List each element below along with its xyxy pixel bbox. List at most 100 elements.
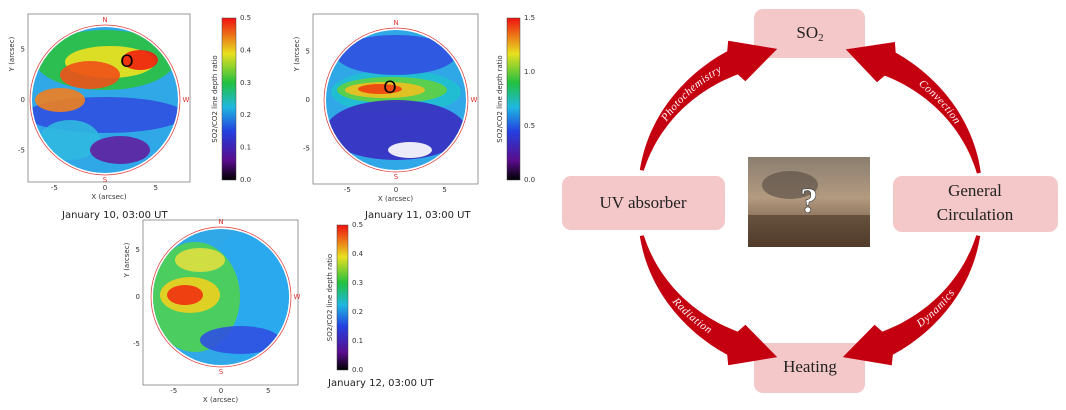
colorbar (506, 17, 521, 181)
colorbar-tick-label: 0.0 (352, 366, 363, 374)
colorbar-tick-label: 0.3 (240, 79, 251, 87)
caption: January 11, 03:00 UT (364, 210, 471, 221)
node-label: Circulation (937, 205, 1014, 224)
disk-outline (29, 24, 181, 176)
caption: January 12, 03:00 UT (327, 378, 434, 389)
arrow-label: Photochemistry (658, 63, 724, 124)
y-tick-label: -5 (133, 340, 140, 348)
disk-outline (150, 226, 292, 368)
node-label: General (948, 181, 1002, 200)
map-blob (336, 35, 456, 75)
arrow-label: Convection (917, 77, 963, 126)
node-label: SO (796, 23, 818, 42)
node (754, 9, 865, 58)
compass-label: N (102, 16, 107, 24)
arrow (639, 40, 778, 171)
colorbar-tick-label: 0.0 (240, 176, 251, 184)
map-frame (312, 13, 479, 185)
arrow (845, 42, 981, 174)
compass-label: W (294, 293, 301, 301)
arrow-label: Dynamics (914, 287, 957, 330)
arrow-label: Dynamics (914, 287, 958, 330)
arrow-label: Convection (917, 77, 964, 126)
node-label: Heating (783, 357, 837, 376)
compass-label: N (393, 19, 398, 27)
x-tick-label: 5 (266, 387, 270, 395)
x-tick-label: -5 (51, 184, 58, 192)
x-axis-label: X (arcsec) (378, 195, 413, 203)
node-label: UV absorber (599, 193, 686, 212)
smoke (762, 171, 818, 199)
compass-label: N (218, 218, 223, 226)
node (754, 343, 865, 393)
marker: O (120, 52, 133, 72)
map-blob (326, 100, 466, 160)
x-tick-label: 5 (153, 184, 157, 192)
y-tick-label: 5 (306, 47, 310, 55)
colorbar-tick-label: 1.0 (524, 68, 535, 76)
colorbar-tick-label: 0.4 (240, 46, 252, 54)
x-axis-label: X (arcsec) (203, 396, 238, 404)
colorbar-label: SO2/CO2 line depth ratio (496, 55, 504, 142)
colorbar-label: SO2/CO2 line depth ratio (326, 254, 334, 341)
y-tick-label: -5 (18, 147, 25, 155)
y-tick-label: 0 (21, 96, 25, 104)
y-axis-label: Y (arcsec) (8, 36, 16, 72)
map-frame (142, 219, 299, 386)
colorbar-tick-label: 0.2 (240, 111, 251, 119)
x-tick-label: -5 (344, 186, 351, 194)
marker: O (383, 78, 396, 98)
colorbar-tick-label: 0.1 (352, 337, 363, 345)
colorbar (221, 17, 237, 181)
colorbar-label: SO2/CO2 line depth ratio (211, 55, 219, 142)
y-tick-label: 0 (136, 293, 140, 301)
compass-label: S (394, 173, 399, 181)
compass-label: W (183, 96, 190, 104)
y-tick-label: 5 (21, 45, 25, 53)
map-blob (388, 142, 432, 158)
colorbar-tick-label: 0.0 (524, 176, 535, 184)
y-tick-label: -5 (303, 145, 310, 153)
map-blob (122, 50, 158, 70)
compass-label: W (471, 96, 478, 104)
map-blob (35, 88, 85, 112)
caption: January 10, 03:00 UT (61, 210, 168, 221)
x-tick-label: 0 (103, 184, 107, 192)
colorbar-tick-label: 0.5 (352, 221, 363, 229)
x-tick-label: 0 (394, 186, 398, 194)
node-label: SO2 (796, 23, 823, 44)
node (562, 176, 725, 230)
disk-outline (323, 27, 469, 173)
colorbar-tick-label: 0.1 (240, 144, 251, 152)
compass-label: S (219, 368, 224, 376)
node-subscript: 2 (818, 32, 824, 44)
map (326, 30, 466, 170)
map-blob (90, 136, 150, 164)
arrow (842, 235, 981, 366)
colorbar-tick-label: 0.2 (352, 308, 363, 316)
y-tick-label: 5 (136, 246, 140, 254)
y-axis-label: Y (arcsec) (293, 36, 301, 72)
map-blob (200, 326, 280, 354)
x-tick-label: -5 (170, 387, 177, 395)
x-axis-label: X (arcsec) (91, 193, 126, 201)
map (32, 27, 178, 173)
map (153, 229, 289, 365)
colorbar-tick-label: 1.5 (524, 14, 535, 22)
diagram: SO2 UV absorber General Circulation Heat… (562, 9, 1058, 393)
y-tick-label: 0 (306, 96, 310, 104)
map-blob (175, 248, 225, 272)
node (893, 176, 1058, 232)
question-mark: ? (800, 180, 818, 220)
x-tick-label: 0 (219, 387, 223, 395)
map-blob (60, 61, 120, 89)
colorbar-tick-label: 0.5 (240, 14, 251, 22)
map-frame (27, 13, 191, 183)
map-blob (167, 285, 203, 305)
ground (748, 215, 870, 247)
map-blob (358, 84, 402, 94)
colorbar-tick-label: 0.4 (352, 250, 364, 258)
arrow (639, 235, 778, 366)
compass-label: S (103, 176, 108, 184)
